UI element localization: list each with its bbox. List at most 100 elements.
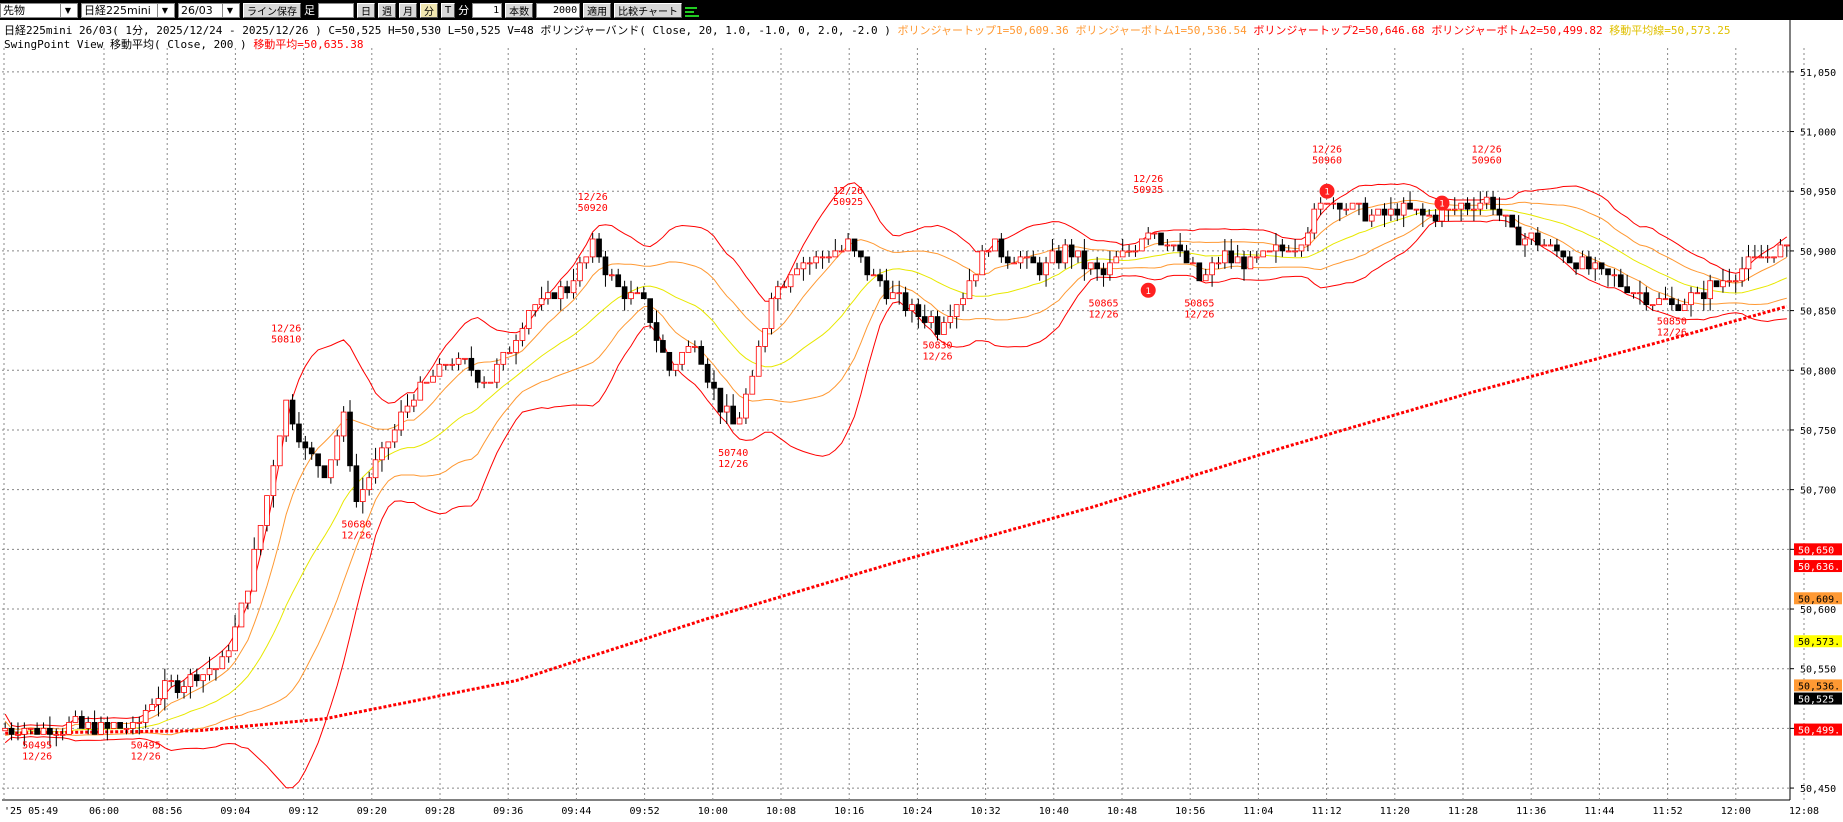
candle-body — [583, 256, 590, 264]
swing-point-label: 50865 — [1184, 299, 1214, 310]
candle-body — [1764, 256, 1771, 259]
count-label: 本数 — [505, 2, 534, 18]
candle-body — [723, 405, 730, 413]
candle-body — [1190, 262, 1196, 265]
y-tick-label: 50,900 — [1800, 247, 1836, 258]
candle-body — [436, 363, 443, 377]
chart-area[interactable]: 日経225mini 26/03( 1分, 2025/12/24 - 2025/1… — [0, 20, 1843, 822]
x-tick-label: 06:00 — [89, 806, 119, 817]
candle-body — [494, 363, 500, 383]
instrument-select[interactable]: 日経225mini ▼ — [81, 2, 175, 18]
candle-body — [634, 292, 641, 295]
candle-body — [621, 286, 628, 300]
swing-point-label: 12/26 — [1133, 174, 1163, 185]
candle-body — [1579, 256, 1586, 270]
candle-body — [353, 465, 360, 502]
candle-body — [334, 435, 341, 461]
candle-body — [781, 286, 788, 289]
candle-body — [1030, 256, 1037, 264]
candle-body — [1413, 208, 1420, 211]
month-button[interactable]: 月 — [399, 2, 417, 18]
candle-body — [794, 268, 800, 276]
candle-body — [340, 411, 347, 437]
candle-body — [1011, 262, 1017, 265]
apply-button[interactable]: 適用 — [583, 2, 612, 18]
chart-settings-icon[interactable] — [685, 4, 701, 17]
swing-point-label: 12/26 — [1312, 144, 1342, 155]
candle-body — [1119, 250, 1126, 258]
week-button[interactable]: 週 — [378, 2, 396, 18]
price-tag — [1794, 692, 1842, 705]
candle-body — [1394, 208, 1401, 216]
candlestick-chart[interactable]: 51,050 51,000 50,950 50,900 50,850 50,800 50,7… — [0, 20, 1843, 822]
trade-marker-label: 1 — [1439, 200, 1444, 210]
candle-body — [628, 292, 634, 300]
swing-point-label: 50935 — [1133, 185, 1163, 196]
candle-body — [1739, 268, 1745, 282]
candle-body — [647, 298, 653, 323]
candle-body — [1081, 250, 1088, 270]
candle-body — [972, 274, 979, 282]
candle-body — [525, 310, 532, 329]
x-tick-label: 10:40 — [1039, 806, 1069, 817]
candle-body — [1107, 262, 1113, 276]
candle-body — [858, 250, 864, 258]
candle-body — [685, 346, 692, 353]
candle-body — [462, 357, 468, 360]
minute-button[interactable]: 分 — [420, 2, 438, 18]
candle-body — [1305, 232, 1311, 246]
price-tag — [1794, 679, 1842, 692]
y-tick-label: 50,750 — [1800, 426, 1836, 437]
day-button[interactable]: 日 — [357, 2, 375, 18]
bar-type-label: 足 — [304, 4, 315, 17]
candle-body — [545, 292, 551, 300]
x-tick-label: 09:12 — [289, 806, 319, 817]
bollinger-top1-line — [4, 199, 1788, 731]
candle-body — [1681, 304, 1688, 312]
candle-body — [91, 722, 98, 735]
x-tick-label: 11:36 — [1516, 806, 1546, 817]
market-select[interactable]: 先物 ▼ — [0, 2, 78, 18]
candle-body — [813, 256, 820, 264]
candle-body — [130, 722, 136, 729]
candle-body — [845, 238, 851, 252]
candle-body — [1349, 202, 1356, 210]
count-spinner[interactable]: 2000 — [536, 2, 581, 18]
candle-body — [474, 369, 481, 383]
compare-chart-button[interactable]: 比較チャート — [614, 2, 683, 18]
x-tick-label: 10:00 — [698, 806, 728, 817]
candle-body — [98, 722, 104, 735]
candle-body — [34, 727, 40, 735]
candle-body — [589, 238, 596, 258]
y-tick-label: 50,550 — [1800, 665, 1836, 676]
candle-body — [1062, 244, 1069, 264]
tick-button[interactable]: T — [441, 2, 456, 18]
candle-body — [1496, 208, 1503, 216]
y-tick-label: 50,800 — [1800, 366, 1836, 377]
candle-body — [1056, 250, 1062, 264]
candle-body — [47, 727, 53, 735]
candle-body — [1483, 196, 1490, 204]
unit-spinner[interactable]: 1 — [472, 2, 503, 18]
contract-select[interactable]: 26/03 ▼ — [178, 2, 240, 18]
candle-body — [1700, 292, 1707, 300]
x-tick-label: 09:20 — [357, 806, 387, 817]
candle-body — [1624, 286, 1630, 294]
candle-body — [615, 274, 622, 288]
candle-body — [1170, 244, 1177, 247]
candle-body — [896, 292, 903, 295]
candle-body — [136, 722, 143, 724]
candle-body — [1177, 244, 1183, 252]
x-tick-label: 11:04 — [1243, 806, 1273, 817]
x-tick-label: 10:24 — [902, 806, 932, 817]
swing-point-label: 12/26 — [341, 531, 371, 542]
line-save-button[interactable]: ライン保存 — [243, 2, 301, 18]
candle-body — [1266, 250, 1273, 253]
info-summary: 日経225mini 26/03( 1分, 2025/12/24 - 2025/1… — [4, 24, 891, 37]
candle-body — [442, 363, 449, 366]
bar-period-spinner[interactable] — [318, 2, 354, 18]
candle-body — [1649, 304, 1656, 307]
candle-body — [557, 286, 564, 300]
candle-body — [40, 727, 47, 735]
candle-body — [513, 340, 519, 353]
